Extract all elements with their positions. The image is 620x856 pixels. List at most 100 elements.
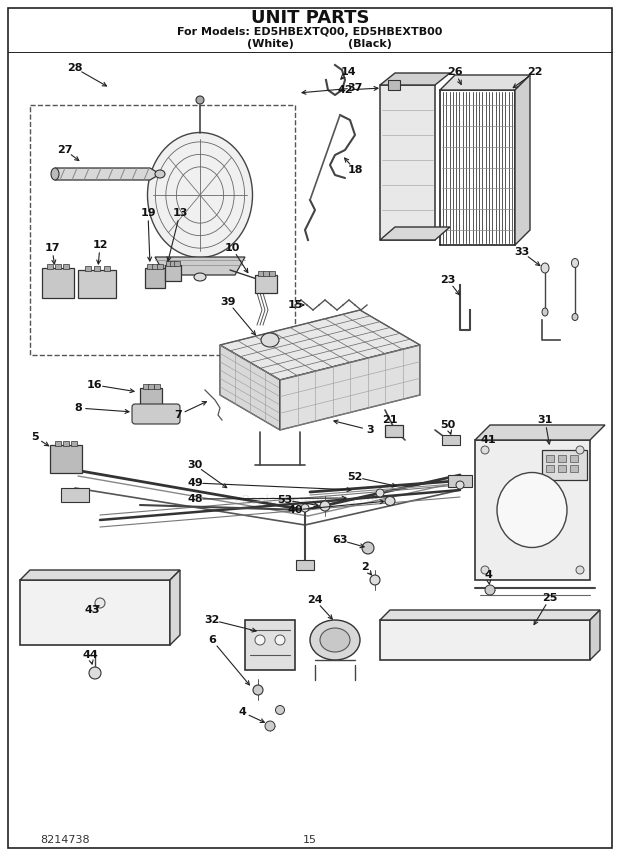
Text: 22: 22 <box>527 67 542 77</box>
Bar <box>147 264 153 269</box>
Bar <box>84 266 91 271</box>
Bar <box>296 560 314 570</box>
Polygon shape <box>20 570 180 580</box>
Ellipse shape <box>481 566 489 574</box>
Text: 28: 28 <box>67 63 82 73</box>
Text: 5: 5 <box>31 432 39 442</box>
Polygon shape <box>380 73 450 85</box>
Bar <box>558 455 566 462</box>
Ellipse shape <box>370 575 380 585</box>
Text: 42: 42 <box>337 85 353 95</box>
Bar <box>154 384 159 389</box>
Bar <box>542 450 587 480</box>
Polygon shape <box>590 610 600 660</box>
Text: eReplacementParts.com: eReplacementParts.com <box>234 494 386 507</box>
Text: 2: 2 <box>361 562 369 572</box>
Bar <box>174 261 180 266</box>
Ellipse shape <box>456 481 464 489</box>
Text: 37: 37 <box>347 83 363 93</box>
Bar <box>546 455 554 462</box>
Text: 7: 7 <box>174 410 182 420</box>
Text: 44: 44 <box>82 650 98 660</box>
Text: 43: 43 <box>84 605 100 615</box>
Text: 32: 32 <box>205 615 219 625</box>
Polygon shape <box>55 168 160 180</box>
Ellipse shape <box>275 635 285 645</box>
Text: 26: 26 <box>447 67 463 77</box>
Ellipse shape <box>572 313 578 320</box>
Bar <box>255 275 277 293</box>
Ellipse shape <box>196 96 204 104</box>
Bar <box>104 266 110 271</box>
Polygon shape <box>280 345 420 430</box>
Text: 19: 19 <box>140 208 156 218</box>
Bar <box>558 465 566 472</box>
Text: 63: 63 <box>332 535 348 545</box>
Text: 25: 25 <box>542 593 557 603</box>
Ellipse shape <box>253 685 263 695</box>
Ellipse shape <box>541 263 549 273</box>
Text: 21: 21 <box>383 415 398 425</box>
Bar <box>61 488 89 502</box>
Ellipse shape <box>301 504 309 512</box>
Text: 53: 53 <box>277 495 293 505</box>
Ellipse shape <box>485 585 495 595</box>
Text: 30: 30 <box>187 460 203 470</box>
Bar <box>388 80 400 90</box>
Text: 14: 14 <box>340 67 356 77</box>
Text: For Models: ED5HBEXTQ00, ED5HBEXTB00: For Models: ED5HBEXTQ00, ED5HBEXTB00 <box>177 27 443 37</box>
Bar <box>152 264 158 269</box>
Bar <box>263 271 269 276</box>
Ellipse shape <box>194 273 206 281</box>
Ellipse shape <box>385 496 395 506</box>
Bar <box>50 445 82 473</box>
Ellipse shape <box>320 628 350 652</box>
Bar <box>63 441 69 446</box>
Text: 4: 4 <box>238 707 246 717</box>
Text: 15: 15 <box>287 300 303 310</box>
Ellipse shape <box>265 721 275 731</box>
Bar <box>570 455 578 462</box>
Ellipse shape <box>376 489 384 497</box>
FancyBboxPatch shape <box>132 404 180 424</box>
Text: 8: 8 <box>74 403 82 413</box>
Bar <box>257 271 264 276</box>
Bar <box>78 270 116 298</box>
Ellipse shape <box>155 170 165 178</box>
Bar <box>30 105 295 355</box>
Text: 27: 27 <box>57 145 73 155</box>
Ellipse shape <box>572 259 578 267</box>
Text: 24: 24 <box>307 595 323 605</box>
Bar <box>268 271 275 276</box>
Polygon shape <box>380 227 450 240</box>
Bar <box>145 268 165 288</box>
Polygon shape <box>220 310 420 380</box>
Bar <box>442 435 460 445</box>
Ellipse shape <box>261 333 279 347</box>
Bar <box>165 265 181 281</box>
Bar <box>570 465 578 472</box>
Ellipse shape <box>95 598 105 608</box>
Polygon shape <box>170 570 180 645</box>
Text: 8214738: 8214738 <box>40 835 90 845</box>
Ellipse shape <box>275 705 285 715</box>
Text: 41: 41 <box>480 435 496 445</box>
Bar <box>166 261 172 266</box>
Text: 6: 6 <box>208 635 216 645</box>
Text: 39: 39 <box>220 297 236 307</box>
Text: 31: 31 <box>538 415 552 425</box>
Ellipse shape <box>320 501 330 511</box>
Bar <box>143 384 149 389</box>
Polygon shape <box>515 75 530 245</box>
Bar <box>140 388 162 408</box>
Text: 17: 17 <box>44 243 60 253</box>
Ellipse shape <box>255 635 265 645</box>
Text: 10: 10 <box>224 243 240 253</box>
Polygon shape <box>245 620 295 670</box>
Polygon shape <box>380 620 590 660</box>
Bar <box>71 441 77 446</box>
Bar <box>170 261 176 266</box>
Text: 52: 52 <box>347 472 363 482</box>
Text: (Black): (Black) <box>348 39 392 49</box>
Text: 50: 50 <box>440 420 456 430</box>
